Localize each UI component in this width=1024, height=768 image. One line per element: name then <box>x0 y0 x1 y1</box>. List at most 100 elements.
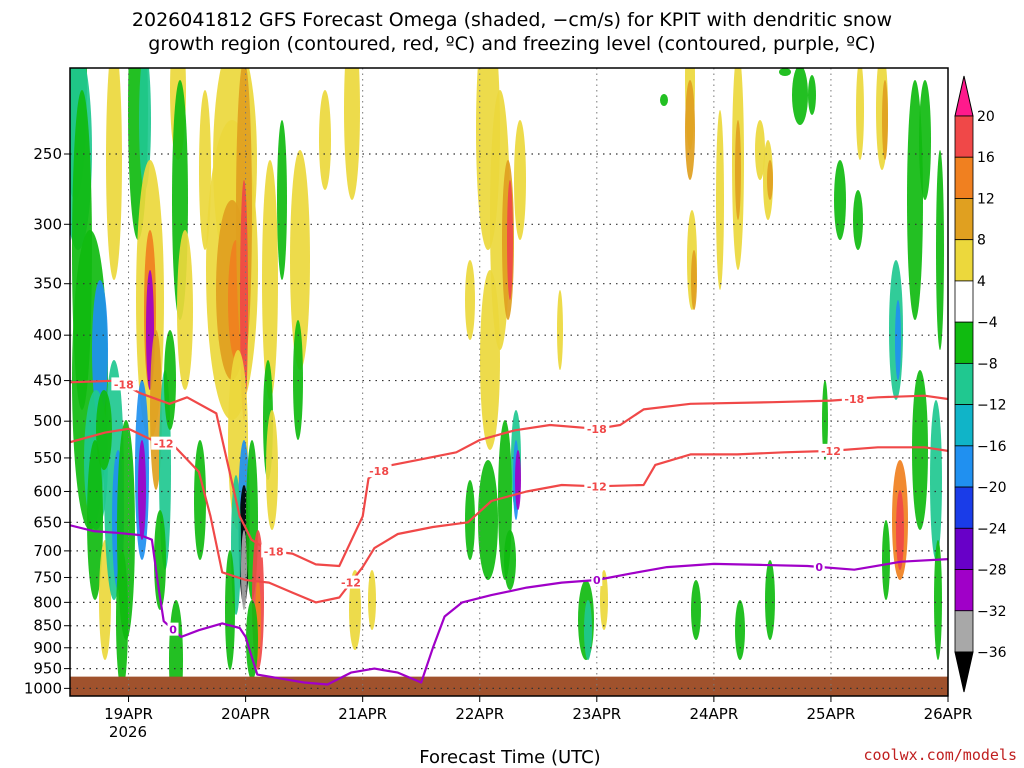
contour-label-bg-freezing_0C-1 <box>591 573 603 587</box>
omega-blob-97 <box>896 490 904 570</box>
omega-blob-95 <box>895 300 901 380</box>
colorbar-top-triangle <box>954 75 974 117</box>
omega-blob-105 <box>660 94 668 106</box>
omega-blob-104 <box>882 520 890 600</box>
ground-surface <box>70 676 948 696</box>
omega-blob-102 <box>934 540 942 660</box>
omega-blob-4 <box>92 280 108 420</box>
colorbar-segment-0 <box>954 115 974 158</box>
colorbar-segment-5 <box>954 321 974 364</box>
omega-blob-91 <box>856 68 864 160</box>
colorbar-label-12: −32 <box>977 604 1007 620</box>
contour-label-dendritic_-12C-3: -12 <box>821 445 841 458</box>
contour-freezing_0C <box>70 524 948 686</box>
omega-blob-54 <box>344 68 360 200</box>
contour-label-freezing_0C-2: 0 <box>815 561 823 574</box>
x-tick-label-21APR: 21APR <box>338 705 387 723</box>
y-tick-label-1000: 1000 <box>24 679 62 697</box>
y-tick-label-600: 600 <box>33 482 62 500</box>
contours: -18 -18 -18 -18 -18 -12 -12 -12 -12 0 0 0 <box>70 377 948 686</box>
contour-label-bg-dendritic_-18C-4 <box>841 391 867 405</box>
contour-label-dendritic_-18C-2: -18 <box>264 545 284 558</box>
omega-shading <box>70 68 944 696</box>
contour-label-dendritic_-18C-1: -18 <box>369 465 389 478</box>
x-tick-label-19APR: 19APR <box>104 705 153 723</box>
omega-blob-108 <box>557 290 563 370</box>
colorbar-segment-6 <box>954 362 974 406</box>
colorbar-label-10: −24 <box>977 521 1007 537</box>
omega-blob-49 <box>266 410 278 530</box>
omega-blob-101 <box>930 400 942 560</box>
omega-blob-61 <box>507 180 513 300</box>
omega-blob-56 <box>368 570 376 630</box>
x-axis-label: Forecast Time (UTC) <box>419 747 600 768</box>
omega-blob-55 <box>349 570 361 650</box>
omega-blob-83 <box>767 160 773 200</box>
contour-label-bg-dendritic_-12C-2 <box>584 479 610 493</box>
omega-blob-12 <box>116 550 128 690</box>
omega-blob-81 <box>735 120 741 220</box>
y-tick-label-850: 850 <box>33 617 62 635</box>
colorbar-label-9: −20 <box>977 480 1007 496</box>
omega-blob-79 <box>716 110 724 290</box>
y-tick-label-550: 550 <box>33 449 62 467</box>
colorbar-segment-8 <box>954 445 974 488</box>
contour-label-freezing_0C-1: 0 <box>593 574 601 587</box>
omega-blob-30 <box>199 90 211 250</box>
contour-label-bg-freezing_0C-2 <box>813 559 825 573</box>
omega-blob-103 <box>936 150 944 350</box>
colorbar-label-11: −28 <box>977 563 1007 579</box>
omega-blob-51 <box>277 120 287 280</box>
colorbar-segment-12 <box>954 610 974 653</box>
colorbar-label-0: 20 <box>977 109 995 125</box>
contour-label-bg-dendritic_-12C-1 <box>338 575 364 589</box>
contour-dendritic_-12C <box>70 427 948 604</box>
colorbar-segment-11 <box>954 569 974 612</box>
colorbar-label-8: −16 <box>977 439 1007 455</box>
y-tick-label-350: 350 <box>33 275 62 293</box>
omega-blob-84 <box>735 600 745 660</box>
colorbar: 20 16 12 8 4 −4 −8 −12 −16 −20 −24 −28 −32 −36 <box>954 75 1007 693</box>
x-tick-label-22APR: 22APR <box>455 705 504 723</box>
credit-text: coolwx.com/models <box>863 746 1017 764</box>
contour-label-dendritic_-12C-1: -12 <box>341 577 361 590</box>
omega-blob-90 <box>853 190 863 250</box>
colorbar-label-1: 16 <box>977 150 995 166</box>
omega-blob-27 <box>164 330 176 430</box>
colorbar-label-5: −4 <box>977 315 998 331</box>
contour-label-dendritic_-18C-3: -18 <box>587 423 607 436</box>
y-tick-label-250: 250 <box>33 145 62 163</box>
contour-label-dendritic_-18C-4: -18 <box>844 393 864 406</box>
y-axis: 250 300 350 400 450 500 550 600 650 700 750 800 850 9… <box>24 145 70 697</box>
contour-label-dendritic_-12C-2: -12 <box>587 480 607 493</box>
omega-blob-47 <box>262 160 278 400</box>
y-tick-label-750: 750 <box>33 568 62 586</box>
contour-label-dendritic_-18C-0: -18 <box>114 378 134 391</box>
colorbar-label-3: 8 <box>977 233 986 249</box>
omega-blob-93 <box>882 80 888 160</box>
y-tick-label-500: 500 <box>33 412 62 430</box>
omega-blob-99 <box>919 80 931 200</box>
omega-blob-106 <box>779 68 791 76</box>
colorbar-segment-9 <box>954 486 974 529</box>
omega-blob-67 <box>478 460 498 580</box>
contour-label-bg-dendritic_-18C-2 <box>261 544 287 558</box>
chart-title-line2: growth region (contoured, red, ºC) and f… <box>148 33 875 55</box>
colorbar-label-6: −8 <box>977 356 998 372</box>
omega-blob-45 <box>246 600 258 680</box>
omega-blob-19 <box>150 330 162 490</box>
omega-blob-21 <box>138 440 146 540</box>
omega-blob-8 <box>106 68 122 280</box>
contour-label-bg-dendritic_-18C-3 <box>584 421 610 435</box>
x-tick-label-26APR: 26APR <box>924 705 973 723</box>
omega-blob-65 <box>515 450 521 510</box>
colorbar-segment-3 <box>954 239 974 282</box>
omega-blob-13 <box>96 390 112 470</box>
y-tick-label-650: 650 <box>33 513 62 531</box>
plot-frame <box>69 67 949 697</box>
omega-blob-85 <box>765 560 775 640</box>
colorbar-bottom-triangle <box>954 651 974 693</box>
colorbar-segment-7 <box>954 404 974 447</box>
contour-label-bg-freezing_0C-0 <box>167 622 179 636</box>
x-axis-year: 2026 <box>109 723 147 741</box>
